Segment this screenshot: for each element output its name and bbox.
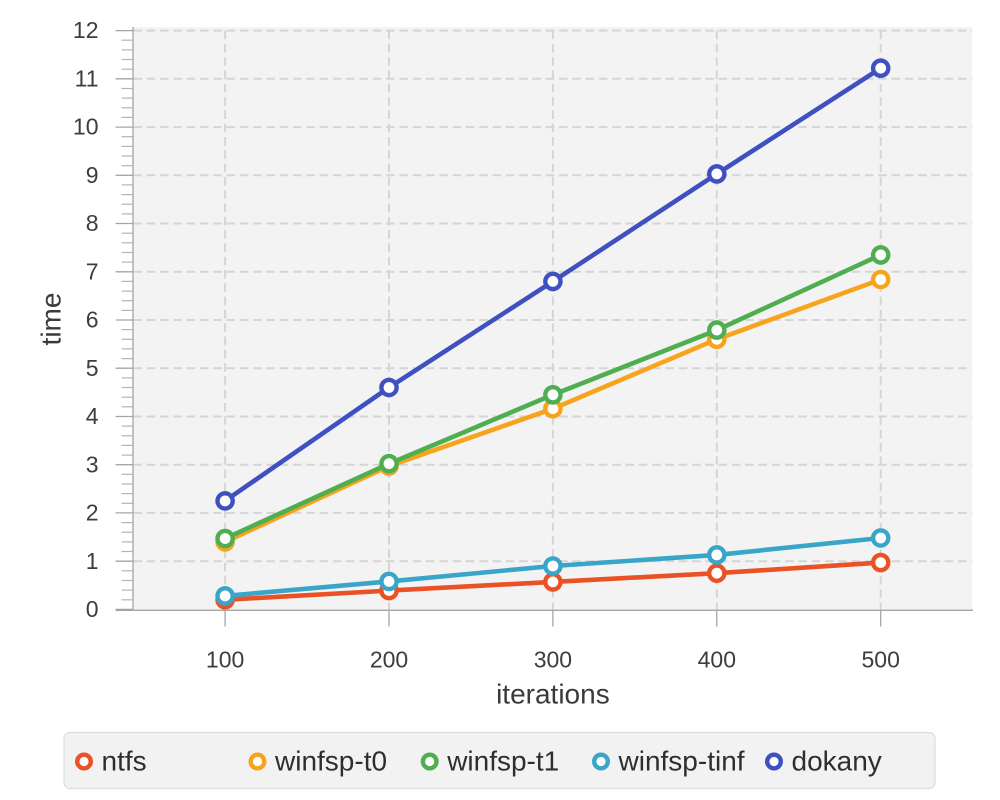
svg-text:4: 4 — [86, 403, 99, 429]
svg-text:11: 11 — [75, 65, 99, 91]
svg-text:6: 6 — [86, 307, 99, 333]
svg-text:9: 9 — [86, 162, 99, 188]
svg-text:winfsp-tinf: winfsp-tinf — [618, 746, 745, 777]
svg-text:1: 1 — [86, 548, 99, 574]
svg-text:8: 8 — [86, 210, 99, 236]
svg-text:time: time — [35, 293, 66, 346]
svg-text:0: 0 — [86, 596, 99, 622]
svg-text:3: 3 — [86, 451, 99, 477]
svg-text:12: 12 — [73, 17, 99, 43]
svg-text:500: 500 — [862, 646, 900, 672]
svg-text:iterations: iterations — [496, 679, 610, 710]
svg-text:ntfs: ntfs — [102, 746, 147, 777]
svg-text:200: 200 — [370, 646, 408, 672]
svg-text:5: 5 — [86, 355, 99, 381]
svg-text:winfsp-t0: winfsp-t0 — [274, 746, 387, 777]
svg-text:400: 400 — [698, 646, 736, 672]
svg-text:10: 10 — [73, 114, 99, 140]
svg-text:100: 100 — [206, 646, 244, 672]
svg-text:winfsp-t1: winfsp-t1 — [446, 746, 559, 777]
svg-text:2: 2 — [86, 500, 99, 526]
svg-text:7: 7 — [86, 258, 99, 284]
svg-text:300: 300 — [534, 646, 572, 672]
svg-text:dokany: dokany — [792, 746, 882, 777]
